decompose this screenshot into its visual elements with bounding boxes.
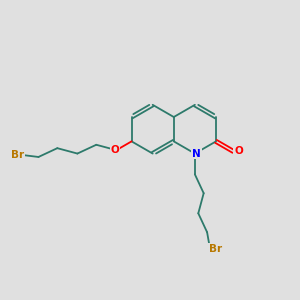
Text: N: N — [192, 148, 201, 159]
Text: O: O — [110, 145, 119, 155]
Text: O: O — [234, 146, 243, 156]
Text: Br: Br — [11, 150, 24, 160]
Text: Br: Br — [208, 244, 222, 254]
